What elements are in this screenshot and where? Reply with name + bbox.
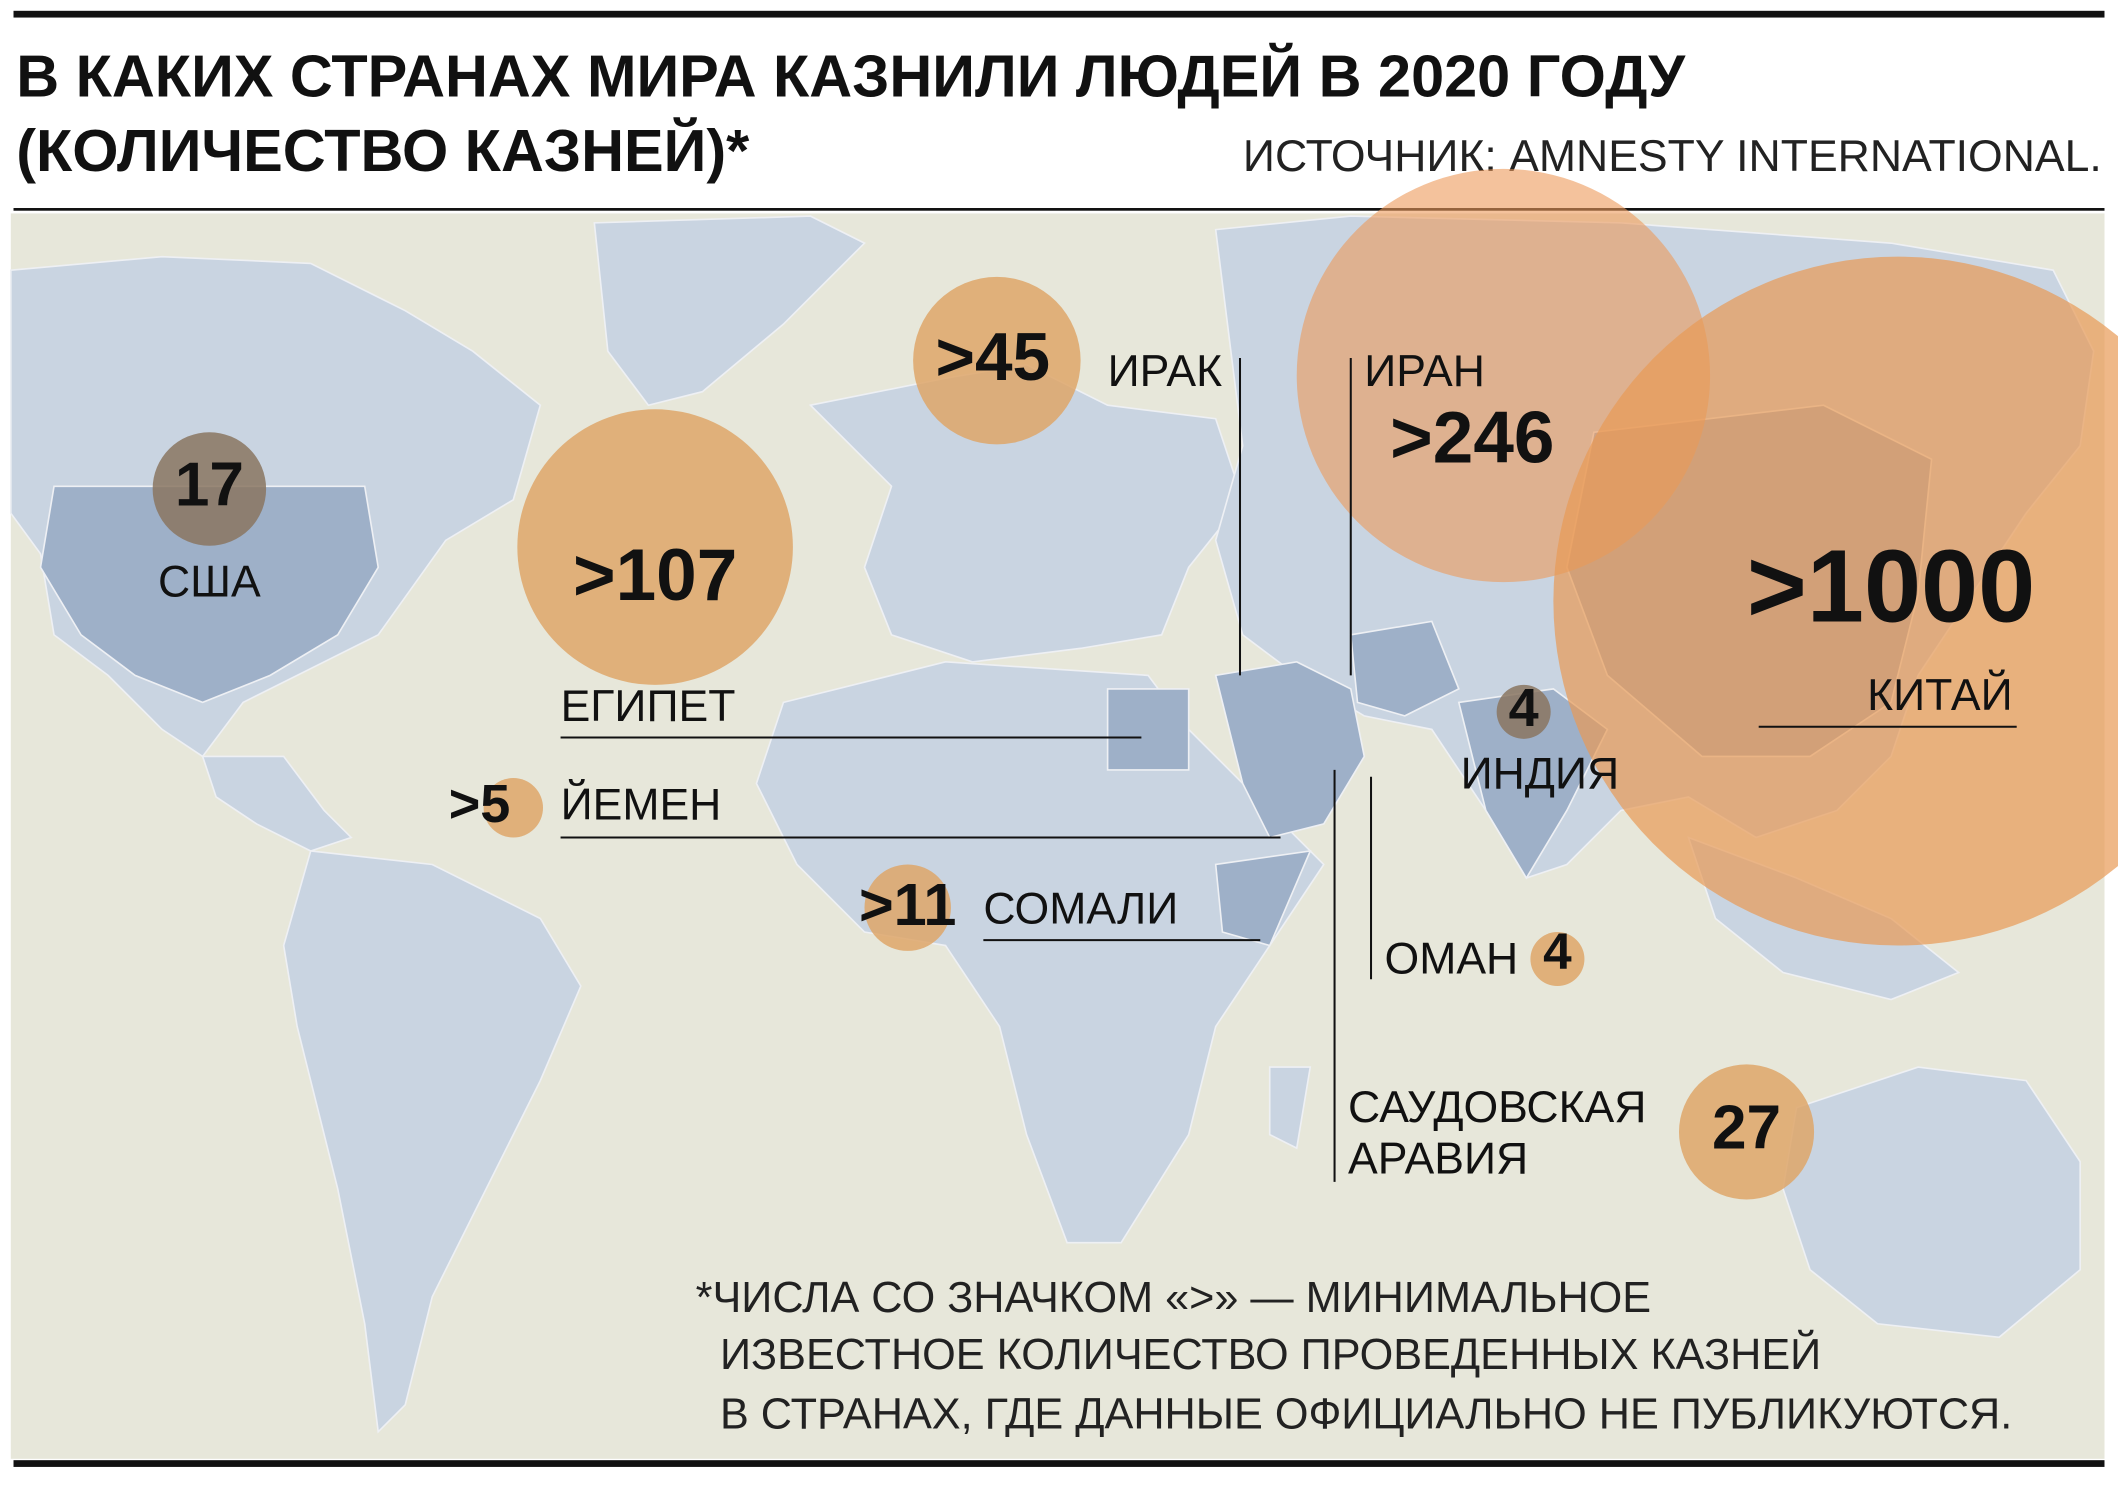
country-label: США xyxy=(158,558,261,607)
country-label: ИРАН xyxy=(1364,347,1485,396)
header-rule xyxy=(13,208,2105,211)
value-label: >5 xyxy=(449,774,511,834)
top-rule xyxy=(13,10,2105,18)
footnote-line: *ЧИСЛА СО ЗНАЧКОМ «>» — МИНИМАЛЬНОЕ xyxy=(696,1274,1651,1322)
value-label: >246 xyxy=(1390,397,1554,478)
value-label: >11 xyxy=(859,871,957,938)
country-label: САУДОВСКАЯ xyxy=(1348,1083,1646,1132)
value-label: >107 xyxy=(573,535,737,616)
country-label: АРАВИЯ xyxy=(1348,1134,1528,1183)
country-label: ЙЕМЕН xyxy=(561,779,722,830)
country-label: ЕГИПЕТ xyxy=(561,682,736,731)
country-label: КИТАЙ xyxy=(1867,669,2012,720)
country-label: ОМАН xyxy=(1385,935,1519,984)
footnote-line: В СТРАНАХ, ГДЕ ДАННЫЕ ОФИЦИАЛЬНО НЕ ПУБЛ… xyxy=(720,1390,2012,1438)
value-label: >45 xyxy=(936,320,1051,395)
source: ИСТОЧНИК: AMNESTY INTERNATIONAL. xyxy=(1243,132,2102,181)
bubble xyxy=(864,864,951,951)
country-label: ИНДИЯ xyxy=(1461,749,1620,798)
bubble xyxy=(1530,932,1585,987)
country-label: ИРАК xyxy=(1108,347,1222,396)
bottom-rule xyxy=(13,1460,2105,1467)
bubble xyxy=(517,409,793,685)
country-label: СОМАЛИ xyxy=(983,885,1178,934)
value-label: 17 xyxy=(175,450,244,519)
bubble xyxy=(1496,684,1551,739)
value-label: 4 xyxy=(1543,923,1572,980)
bubble xyxy=(913,276,1081,445)
value-label: >1000 xyxy=(1747,528,2035,643)
title-line: (КОЛИЧЕСТВО КАЗНЕЙ)* xyxy=(16,117,750,184)
bubble xyxy=(152,432,267,546)
bubble xyxy=(1679,1064,1815,1200)
title-line: В КАКИХ СТРАНАХ МИРА КАЗНИЛИ ЛЮДЕЙ В 202… xyxy=(16,43,1686,110)
value-label: 4 xyxy=(1509,678,1539,738)
bubble xyxy=(483,778,544,838)
value-label: 27 xyxy=(1712,1093,1781,1162)
footnote-line: ИЗВЕСТНОЕ КОЛИЧЕСТВО ПРОВЕДЕННЫХ КАЗНЕЙ xyxy=(720,1330,1821,1379)
bubble xyxy=(1553,256,2118,946)
